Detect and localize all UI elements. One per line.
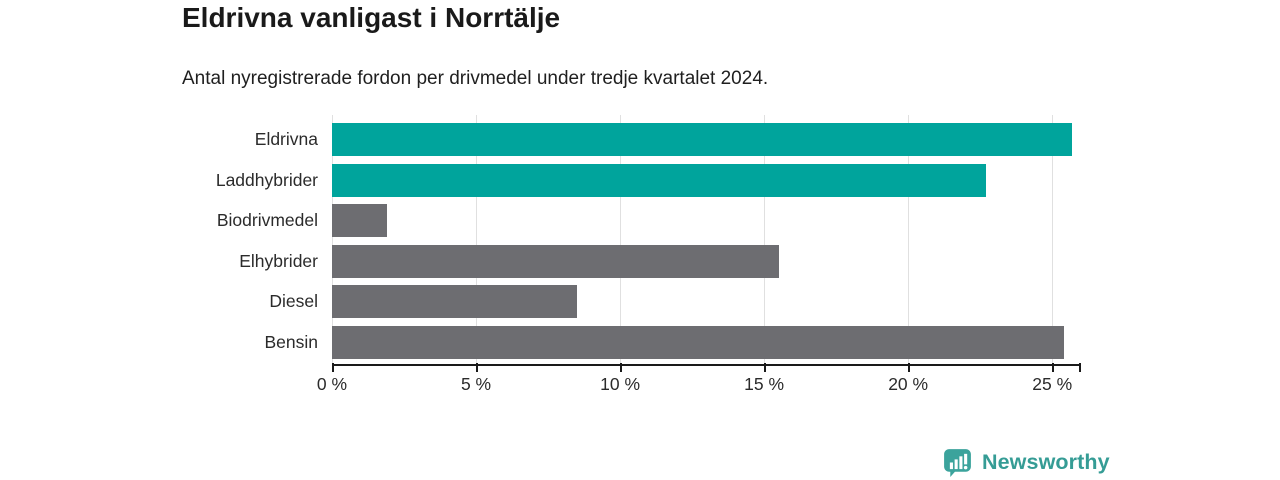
axis-tick-0 <box>332 363 334 372</box>
bar-row-biodrivmedel: Biodrivmedel <box>217 204 1081 237</box>
bar-eldrivna <box>332 123 1073 156</box>
x-tick-label: 0 % <box>316 374 348 394</box>
chart-subtitle: Antal nyregistrerade fordon per drivmede… <box>182 68 769 89</box>
x-tick-label: 10 % <box>600 374 641 394</box>
bar-row-eldrivna: Eldrivna <box>255 123 1081 156</box>
bar-row-diesel: Diesel <box>269 285 1081 318</box>
gridline-20 <box>908 115 910 364</box>
bar-elhybrider <box>332 244 779 278</box>
gridline-25 <box>1052 115 1054 364</box>
bar-row-elhybrider: Elhybrider <box>239 244 1081 278</box>
x-tick-label: 25 % <box>1032 374 1073 394</box>
axis-tick-10 <box>620 363 623 372</box>
newsworthy-wordmark: Newsworthy <box>982 450 1110 474</box>
chart-title: Eldrivna vanligast i Norrtälje <box>182 2 561 33</box>
bar-laddhybrider <box>332 163 986 197</box>
x-tick-label: 15 % <box>744 374 785 394</box>
x-tick-label: 5 % <box>460 374 492 394</box>
gridline-15 <box>764 115 766 364</box>
gridline-10 <box>620 115 622 364</box>
axis-tick-5 <box>476 363 479 372</box>
bar-biodrivmedel <box>332 204 387 237</box>
gridline-0 <box>332 115 333 364</box>
category-label-eldrivna: Eldrivna <box>254 129 318 149</box>
x-tick-label: 20 % <box>888 374 929 394</box>
category-label-laddhybrider: Laddhybrider <box>215 169 318 190</box>
axis-tick-20 <box>908 363 911 372</box>
category-label-bensin: Bensin <box>264 331 318 352</box>
bar-chart: 0 % 5 % 10 % 15 % 20 % 25 % Eldrivna Laddhybrid… <box>216 115 1081 394</box>
bar-row-laddhybrider: Laddhybrider <box>216 163 1081 197</box>
axis-tick-25 <box>1052 363 1055 372</box>
axis-tick-15 <box>764 363 767 372</box>
bar-bensin <box>332 325 1064 359</box>
newsworthy-bar-chart-bubble-icon <box>944 449 971 477</box>
category-label-biodrivmedel: Biodrivmedel <box>216 210 318 230</box>
axis-end-tick <box>1079 363 1081 372</box>
newsworthy-logo[interactable]: Newsworthy <box>941 446 1110 479</box>
bar-diesel <box>332 285 577 318</box>
gridline-5 <box>476 115 478 364</box>
category-label-diesel: Diesel <box>269 291 318 311</box>
bar-row-bensin: Bensin <box>264 325 1081 359</box>
category-label-elhybrider: Elhybrider <box>239 250 318 271</box>
